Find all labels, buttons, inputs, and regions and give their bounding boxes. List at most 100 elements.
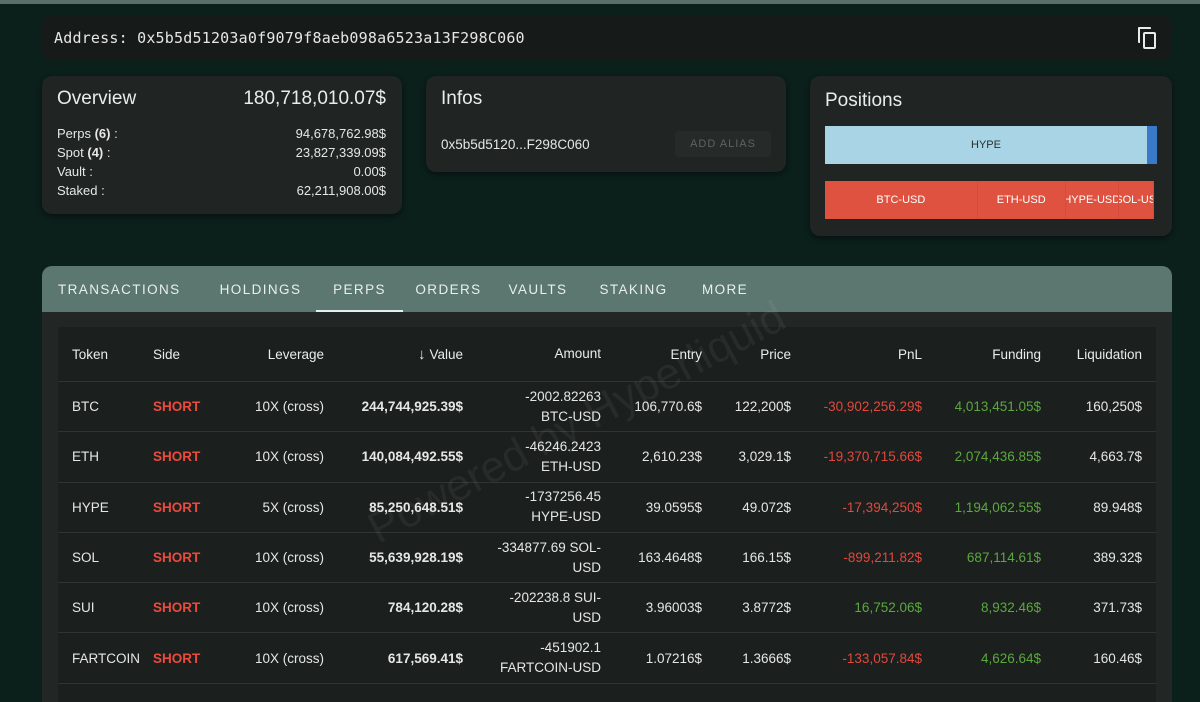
cell-funding: 687,114.61$ xyxy=(966,550,1041,566)
overview-total: 180,718,010.07$ xyxy=(243,88,386,109)
table-header: Token Side Leverage ↓ Value Amount Entry … xyxy=(58,327,1156,382)
top-border xyxy=(0,0,1200,4)
overview-row-suffix: : xyxy=(103,145,111,160)
table-body: BTC SHORT 10X (cross) 244,744,925.39$ -2002.… xyxy=(58,382,1156,684)
tab-more[interactable]: MORE xyxy=(701,281,749,297)
cell-amount: -202238.8 SUI- USD xyxy=(463,588,601,628)
cell-price: 49.072$ xyxy=(742,499,791,515)
cell-liquidation: 160,250$ xyxy=(1085,399,1142,415)
cell-entry: 39.0595$ xyxy=(645,499,702,515)
position-short-segment[interactable]: BTC-USD xyxy=(825,181,978,219)
cell-value: 617,569.41$ xyxy=(387,650,463,666)
cell-price: 3,029.1$ xyxy=(738,449,791,465)
position-long-segment[interactable]: HYPE xyxy=(825,126,1148,164)
header-token[interactable]: Token xyxy=(72,346,109,362)
table-row[interactable]: ETH SHORT 10X (cross) 140,084,492.55$ -46246… xyxy=(58,432,1156,483)
sort-down-icon: ↓ xyxy=(417,345,426,363)
overview-row-count: (4) xyxy=(87,145,104,160)
address-text: Address: 0x5b5d51203a0f9079f8aeb098a6523… xyxy=(54,29,525,47)
header-leverage[interactable]: Leverage xyxy=(267,346,324,362)
cell-side: SHORT xyxy=(153,449,201,465)
cell-entry: 1.07216$ xyxy=(645,650,702,666)
overview-row-name: Perps xyxy=(57,126,91,141)
cell-entry: 106,770.6$ xyxy=(634,399,702,415)
cell-token: ETH xyxy=(72,449,99,465)
overview-row-value: 62,211,908.00$ xyxy=(296,183,386,198)
table-row[interactable]: SUI SHORT 10X (cross) 784,120.28$ -202238.8 … xyxy=(58,583,1156,634)
cell-value: 55,639,928.19$ xyxy=(369,550,463,566)
cell-price: 122,200$ xyxy=(734,399,791,415)
header-price[interactable]: Price xyxy=(760,346,791,362)
cell-token: HYPE xyxy=(72,499,109,515)
tab-perps[interactable]: PERPS xyxy=(316,266,403,312)
cell-liquidation: 160.46$ xyxy=(1093,650,1142,666)
cell-value: 784,120.28$ xyxy=(387,600,463,616)
position-long-edge[interactable] xyxy=(1147,126,1157,164)
header-value[interactable]: ↓ Value xyxy=(417,345,463,363)
copy-icon[interactable] xyxy=(1136,26,1160,50)
cell-leverage: 10X (cross) xyxy=(254,399,324,415)
header-amount[interactable]: Amount xyxy=(554,346,601,361)
cell-side: SHORT xyxy=(153,600,201,616)
cell-price: 1.3666$ xyxy=(742,650,791,666)
header-entry[interactable]: Entry xyxy=(670,346,702,362)
position-short-segment[interactable]: ETH-USD xyxy=(977,181,1066,219)
position-short-segment[interactable]: HYPE-USD xyxy=(1065,181,1119,219)
tab-bar: TRANSACTIONS HOLDINGS PERPS ORDERS VAULTS STA… xyxy=(42,266,1172,312)
cell-amount-size: -334877.69 SOL- xyxy=(497,539,601,555)
cell-value: 140,084,492.55$ xyxy=(361,449,463,465)
header-funding[interactable]: Funding xyxy=(992,346,1041,362)
cell-entry: 163.4648$ xyxy=(638,550,702,566)
overview-row-label: Vault : xyxy=(57,162,93,181)
cell-amount-size: -1737256.45 xyxy=(525,489,601,505)
tab-orders[interactable]: ORDERS xyxy=(415,281,482,297)
header-pnl[interactable]: PnL xyxy=(897,346,922,362)
table-row[interactable]: BTC SHORT 10X (cross) 244,744,925.39$ -2002.… xyxy=(58,382,1156,433)
address-value[interactable]: 0x5b5d51203a0f9079f8aeb098a6523a13F298C0… xyxy=(137,29,525,47)
cell-amount: -1737256.45 HYPE-USD xyxy=(463,487,601,527)
table-row[interactable]: FARTCOIN SHORT 10X (cross) 617,569.41$ -4519… xyxy=(58,633,1156,684)
cell-amount: -46246.2423 ETH-USD xyxy=(463,437,601,477)
cell-token: BTC xyxy=(72,399,99,415)
cell-leverage: 10X (cross) xyxy=(254,550,324,566)
add-alias-button[interactable]: ADD ALIAS xyxy=(675,131,771,157)
cell-side: SHORT xyxy=(153,499,201,515)
header-side[interactable]: Side xyxy=(153,346,181,362)
overview-rows: Perps (6) : 94,678,762.98$ Spot (4) : 23,82… xyxy=(57,124,386,200)
cell-amount-size: -46246.2423 xyxy=(525,438,601,454)
perps-table: Token Side Leverage ↓ Value Amount Entry … xyxy=(58,327,1156,702)
cell-amount: -451902.1 FARTCOIN-USD xyxy=(463,638,601,678)
overview-row: Vault : 0.00$ xyxy=(57,162,386,181)
positions-title: Positions xyxy=(825,90,903,111)
cell-pnl: -30,902,256.29$ xyxy=(823,399,922,415)
overview-row-value: 94,678,762.98$ xyxy=(295,126,386,141)
tab-transactions[interactable]: TRANSACTIONS xyxy=(58,281,181,297)
perps-table-card: TRANSACTIONS HOLDINGS PERPS ORDERS VAULTS STA… xyxy=(42,266,1172,702)
position-short-segment[interactable]: SOL-US xyxy=(1118,181,1154,219)
cell-value: 244,744,925.39$ xyxy=(361,399,463,415)
cell-pnl: -133,057.84$ xyxy=(842,650,922,666)
cell-funding: 4,013,451.05$ xyxy=(954,399,1041,415)
tab-staking[interactable]: STAKING xyxy=(599,281,668,297)
table-row[interactable]: SOL SHORT 10X (cross) 55,639,928.19$ -334877… xyxy=(58,533,1156,584)
overview-row-name: Vault : xyxy=(57,164,93,179)
table-row[interactable]: HYPE SHORT 5X (cross) 85,250,648.51$ -173725… xyxy=(58,483,1156,533)
cell-price: 166.15$ xyxy=(742,550,791,566)
cell-liquidation: 89.948$ xyxy=(1093,499,1142,515)
positions-card: Positions HYPE BTC-USDETH-USDHYPE-USDSOL… xyxy=(810,76,1172,236)
cell-amount: -334877.69 SOL- USD xyxy=(463,538,601,578)
cell-amount-market: HYPE-USD xyxy=(531,509,601,525)
overview-row-name: Staked : xyxy=(57,183,105,198)
header-liquidation[interactable]: Liquidation xyxy=(1076,346,1142,362)
cell-funding: 2,074,436.85$ xyxy=(954,449,1041,465)
cell-side: SHORT xyxy=(153,399,201,415)
tab-vaults[interactable]: VAULTS xyxy=(508,281,568,297)
infos-short-address: 0x5b5d5120...F298C060 xyxy=(441,136,590,152)
tab-holdings[interactable]: HOLDINGS xyxy=(219,281,302,297)
overview-row-value: 0.00$ xyxy=(353,164,386,179)
positions-long-bar: HYPE xyxy=(825,126,1157,164)
cell-amount-size: -451902.1 xyxy=(540,640,601,656)
cell-pnl: -19,370,715.66$ xyxy=(823,449,922,465)
infos-card: Infos 0x5b5d5120...F298C060 ADD ALIAS xyxy=(426,76,786,172)
